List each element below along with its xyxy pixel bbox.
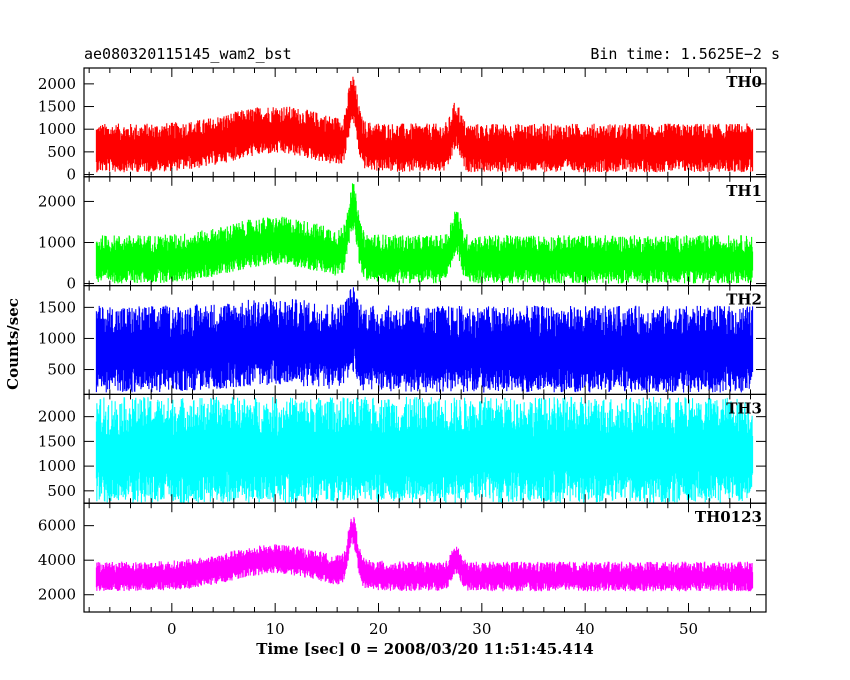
- y-tick-label: 500: [47, 361, 76, 379]
- y-tick-label: 1000: [38, 120, 76, 138]
- series-th1: [95, 183, 754, 284]
- y-tick-label: 1000: [38, 329, 76, 347]
- panel-th0: 0 500 1000 1500 2000 TH0: [38, 67, 767, 184]
- x-tick-label: 0: [167, 620, 177, 638]
- x-tick-label: 40: [576, 620, 595, 638]
- y-tick-label: 1500: [38, 432, 76, 450]
- y-tick-label: 2000: [38, 192, 76, 210]
- x-tick-label: 20: [369, 620, 388, 638]
- series-th0: [95, 76, 754, 173]
- panel-name-th2: TH2: [726, 291, 762, 309]
- series-th2: [95, 287, 754, 393]
- y-axis-label: Counts/sec: [4, 298, 22, 390]
- series-th0123: [95, 517, 754, 592]
- panels-group: 0 500 1000 1500 2000 TH0 0 1000 2000 TH1 500 1000 15…: [38, 67, 767, 613]
- y-tick-label: 2000: [38, 408, 76, 426]
- y-tick-label: 500: [47, 143, 76, 161]
- x-axis-label: Time [sec] 0 = 2008/03/20 11:51:45.414: [256, 640, 593, 658]
- panel-name-th3: TH3: [726, 399, 762, 417]
- y-tick-label: 2000: [38, 586, 76, 604]
- panel-name-th0123: TH0123: [695, 508, 762, 526]
- panel-th3: 500 1000 1500 2000 TH3: [38, 393, 767, 504]
- y-tick-label: 2000: [38, 75, 76, 93]
- x-axis-tick-labels: 0 10 20 30 40 50: [167, 620, 698, 638]
- x-tick-label: 10: [266, 620, 285, 638]
- y-tick-label: 1500: [38, 98, 76, 116]
- x-tick-label: 50: [679, 620, 698, 638]
- chart-title-right: Bin time: 1.5625E−2 s: [590, 45, 780, 63]
- series-th3: [95, 396, 754, 504]
- y-tick-label: 1000: [38, 457, 76, 475]
- panel-name-th1: TH1: [726, 182, 762, 200]
- x-tick-label: 30: [472, 620, 491, 638]
- panel-name-th0: TH0: [726, 73, 762, 91]
- panel-th1: 0 1000 2000 TH1: [38, 176, 767, 293]
- y-tick-label: 6000: [38, 517, 76, 535]
- y-tick-label: 500: [47, 482, 76, 500]
- y-tick-label: 0: [66, 275, 76, 293]
- panel-frame: [83, 502, 767, 613]
- y-tick-label: 1500: [38, 298, 76, 316]
- y-tick-label: 1000: [38, 233, 76, 251]
- y-tick-label: 0: [66, 166, 76, 184]
- panel-th2: 500 1000 1500 TH2: [38, 285, 767, 396]
- panel-th0123: 2000 4000 6000 TH0123: [38, 502, 767, 613]
- y-tick-label: 4000: [38, 551, 76, 569]
- chart-title-left: ae080320115145_wam2_bst: [84, 45, 292, 63]
